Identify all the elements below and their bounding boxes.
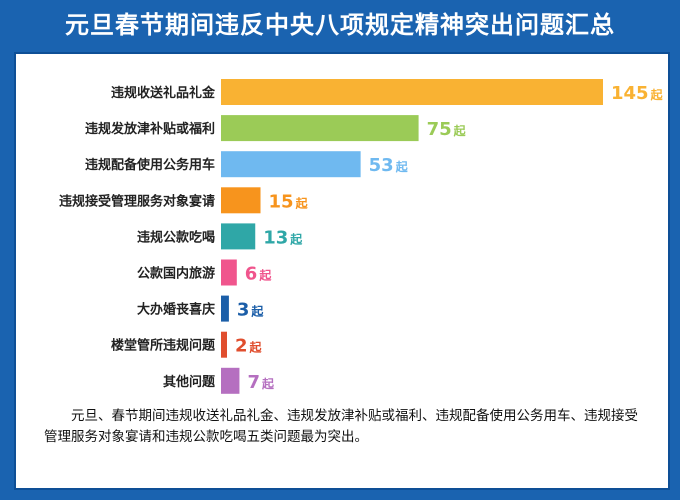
category-label: 大办婚丧喜庆 xyxy=(137,302,215,318)
bar xyxy=(221,187,261,214)
category-label: 楼堂管所违规问题 xyxy=(111,338,216,354)
bar xyxy=(221,331,227,358)
category-label: 其他问题 xyxy=(163,374,216,390)
category-label: 公款国内旅游 xyxy=(137,266,215,282)
bar xyxy=(221,259,237,286)
footnote: 元旦、春节期间违规收送礼品礼金、违规发放津补贴或福利、违规配备使用公务用车、违规… xyxy=(44,408,638,445)
value-label: 145 起 xyxy=(611,83,664,104)
bar xyxy=(221,115,419,142)
value-label: 15 起 xyxy=(269,191,309,212)
category-label: 违规公款吃喝 xyxy=(137,229,215,245)
bar xyxy=(221,223,256,250)
value-label: 75 起 xyxy=(427,119,467,140)
category-label: 违规发放津补贴或福利 xyxy=(85,121,215,137)
value-label: 53 起 xyxy=(369,155,409,176)
bar xyxy=(221,367,240,394)
category-label: 违规收送礼品礼金 xyxy=(111,85,216,101)
bar xyxy=(221,151,361,178)
bar xyxy=(221,295,229,322)
category-label: 违规配备使用公务用车 xyxy=(85,157,215,173)
value-label: 13 起 xyxy=(263,227,303,248)
page-title: 元旦春节期间违反中央八项规定精神突出问题汇总 xyxy=(65,11,615,39)
bar xyxy=(221,79,603,105)
category-label: 违规接受管理服务对象宴请 xyxy=(59,193,215,209)
chart-panel: 违规收送礼品礼金 145 起违规发放津补贴或福利 75 起违规配备使用公务用车 53 起违规… xyxy=(14,52,670,490)
